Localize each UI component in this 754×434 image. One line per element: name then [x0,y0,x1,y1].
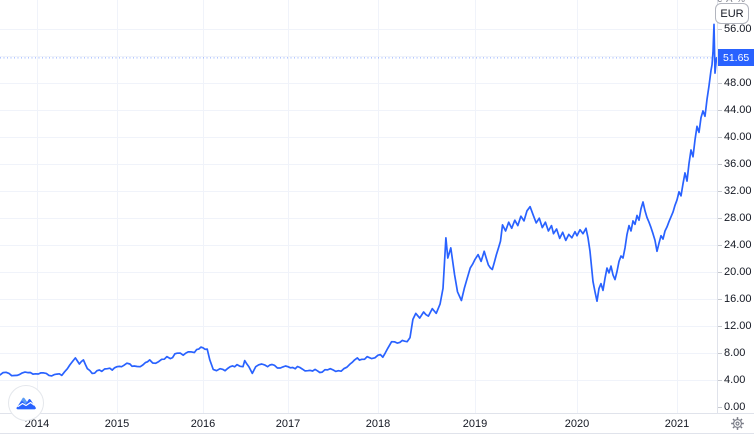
x-axis-label: 2016 [190,418,216,430]
x-axis-label: 2018 [365,418,391,430]
y-axis-label: 32.00 [724,184,752,197]
y-axis-label: 8.00 [724,346,746,359]
x-axis-label: 2019 [462,418,488,430]
last-price-badge: 51.65 [718,49,754,67]
x-axis-label: 2020 [564,418,590,430]
y-axis-label: 16.00 [724,292,752,305]
mountain-logo-icon [16,397,36,410]
currency-toggle-button[interactable]: EUR [715,3,749,24]
price-line-plot[interactable] [0,0,717,413]
y-axis-tick [718,191,722,192]
y-axis-label: 56.00 [724,22,752,35]
price-series-line [0,23,717,377]
scale-settings-gear-icon[interactable] [730,416,745,431]
x-axis-label: 2021 [664,418,690,430]
y-axis-tick [718,299,722,300]
y-axis-tick [718,83,722,84]
x-axis-label: 2014 [24,418,50,430]
y-axis-tick [718,245,722,246]
y-axis-tick [718,137,722,138]
y-axis-label: 20.00 [724,265,752,278]
y-axis-tick [718,272,722,273]
gridlines [0,0,717,413]
y-axis-label: 24.00 [724,238,752,251]
time-scale[interactable]: 2014 2015 2016 2017 2018 2019 2020 2021 [0,413,754,434]
y-axis-tick [718,380,722,381]
x-axis-label: 2015 [104,418,130,430]
y-axis-label: 48.00 [724,76,752,89]
tradingview-logo[interactable] [8,385,44,421]
y-axis-label: 4.00 [724,373,746,386]
y-axis-label: 36.00 [724,157,752,170]
y-axis-tick [718,326,722,327]
price-scale[interactable]: 51.65 56.00 48.00 44.00 40.00 36.00 32.00 28.0… [717,0,754,434]
y-axis-label: 28.00 [724,211,752,224]
y-axis-tick [718,164,722,165]
y-axis-tick [718,407,722,408]
y-axis-label: 12.00 [724,319,752,332]
y-axis-tick [718,218,722,219]
x-axis-label: 2017 [275,418,301,430]
y-axis-tick [718,353,722,354]
y-axis-tick [718,110,722,111]
y-axis-label: 40.00 [724,130,752,143]
y-axis-label: 44.00 [724,103,752,116]
y-axis-tick [718,29,722,30]
y-axis-label: 0.00 [724,400,746,413]
clipped-scale-buttons[interactable]: € A % [717,0,746,5]
last-price-value: 51.65 [723,51,750,64]
